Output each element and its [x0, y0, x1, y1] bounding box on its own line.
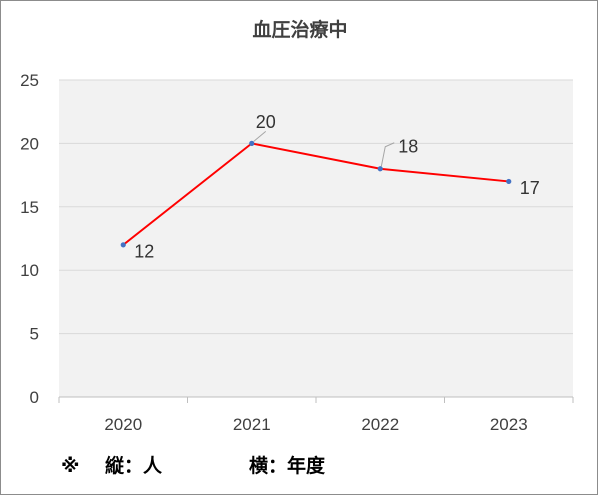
y-tick-label-25: 25 — [20, 71, 39, 90]
y-tick-label-5: 5 — [30, 325, 39, 344]
series-line-0 — [122, 142, 509, 246]
y-tick-label-10: 10 — [20, 261, 39, 280]
gridlines — [59, 79, 573, 335]
x-tick-label-2022: 2022 — [361, 415, 399, 434]
data-point-2023 — [506, 178, 512, 185]
y-tick-label-15: 15 — [20, 198, 39, 217]
y-tick-label-0: 0 — [30, 388, 39, 407]
data-point-2021 — [249, 140, 255, 146]
data-label-2020: 12 — [134, 242, 154, 262]
data-label-2021: 20 — [256, 112, 276, 132]
chart-title: 血圧治療中 — [252, 18, 347, 41]
x-tick-label-2020: 2020 — [104, 415, 142, 434]
series-layer — [120, 140, 512, 248]
data-label-2022: 18 — [398, 137, 418, 157]
y-tick-label-20: 20 — [20, 134, 39, 153]
data-label-2023: 17 — [520, 178, 540, 198]
axes: 0 5 10 15 20 25 2020 2021 2022 2023 — [20, 71, 574, 434]
data-labels: 12 20 18 17 — [134, 112, 540, 261]
data-point-2020 — [120, 242, 126, 248]
footnote-mark: ※ — [61, 455, 79, 477]
data-point-2022 — [377, 166, 383, 172]
data-label-leader — [253, 131, 267, 142]
footnote: ※ 縦：人 横：年度 — [61, 454, 326, 477]
footnote-vertical-axis: 縦：人 — [105, 454, 163, 477]
x-tick-label-2021: 2021 — [233, 415, 271, 434]
plot-area — [59, 80, 573, 397]
data-label-leader — [380, 142, 395, 167]
x-tick-label-2023: 2023 — [490, 415, 528, 434]
footnote-horizontal-axis: 横：年度 — [249, 454, 326, 477]
